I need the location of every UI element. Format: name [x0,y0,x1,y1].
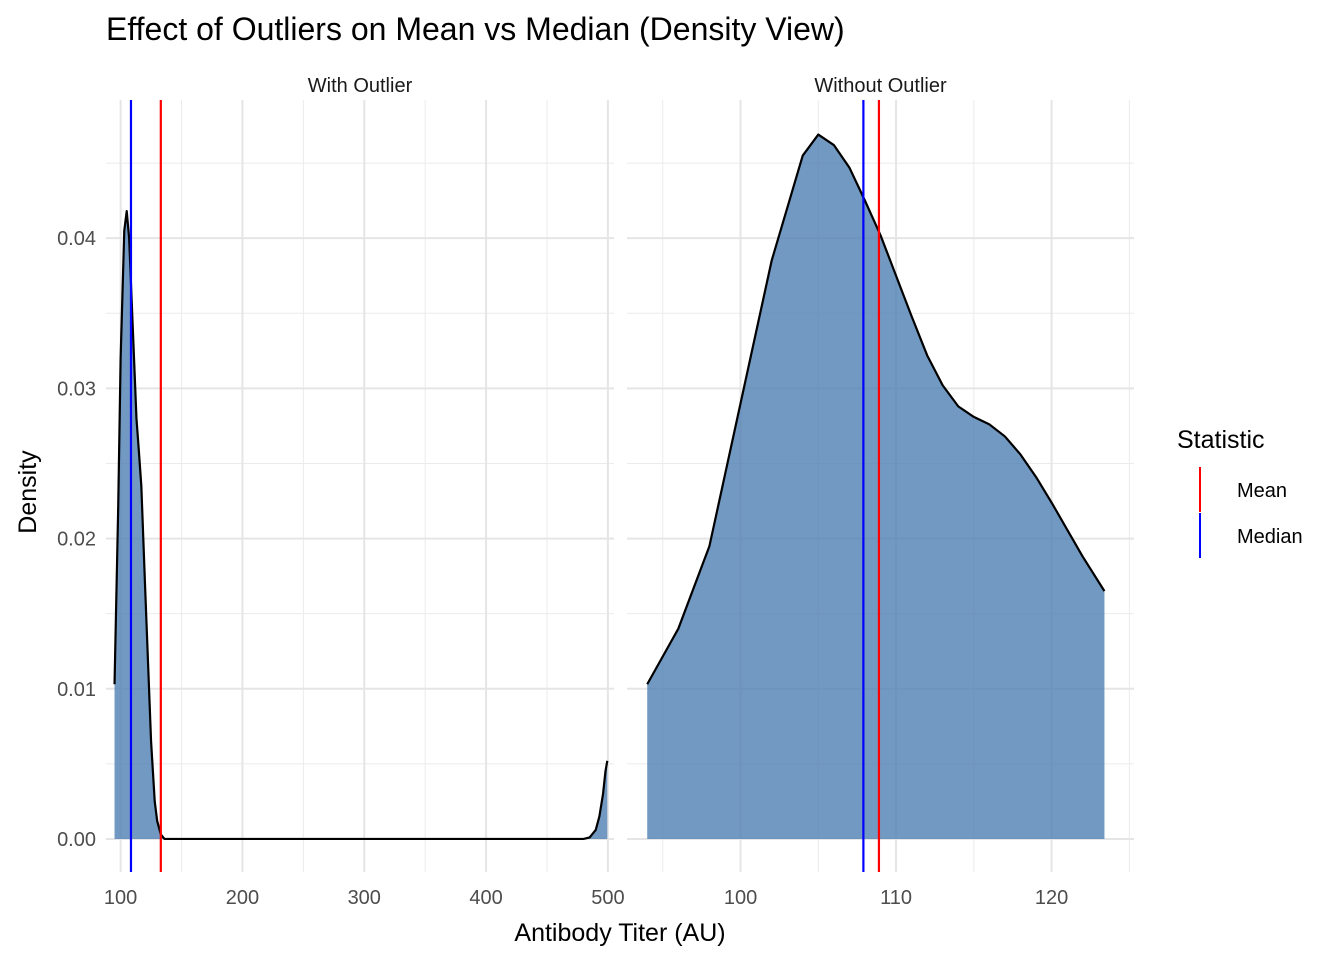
x-tick-label: 100 [104,887,137,909]
facet-strip-label: With Outlier [308,75,413,97]
panel-with-outlier: With Outlier 100 200 300 400 500 0.00 0.01 0.02 0… [57,75,625,909]
legend-label-median: Median [1237,526,1303,548]
x-axis-label: Antibody Titer (AU) [514,919,725,947]
x-tick-label: 200 [226,887,259,909]
y-axis-label: Density [14,450,42,534]
x-tick-label: 400 [469,887,502,909]
density-line [113,210,609,841]
chart-title: Effect of Outliers on Mean vs Median (De… [106,11,845,47]
legend-title: Statistic [1177,426,1265,454]
x-tick-label: 500 [591,887,624,909]
legend-label-mean: Mean [1237,480,1287,502]
panel-without-outlier: Without Outlier 100 110 120 [627,75,1134,909]
y-tick-label: 0.02 [57,529,96,551]
y-tick-label: 0.03 [57,378,96,400]
y-tick-label: 0.00 [57,829,96,851]
y-tick-label: 0.04 [57,228,96,250]
y-tick-label: 0.01 [57,679,96,701]
x-tick-label: 300 [348,887,381,909]
x-tick-label: 120 [1035,887,1068,909]
x-tick-label: 100 [724,887,757,909]
facet-strip-label: Without Outlier [814,75,947,97]
legend: Statistic Mean Median [1177,426,1303,558]
x-tick-label: 110 [880,887,912,909]
density-area [114,211,608,839]
density-line [646,133,1106,685]
density-area [647,134,1105,839]
